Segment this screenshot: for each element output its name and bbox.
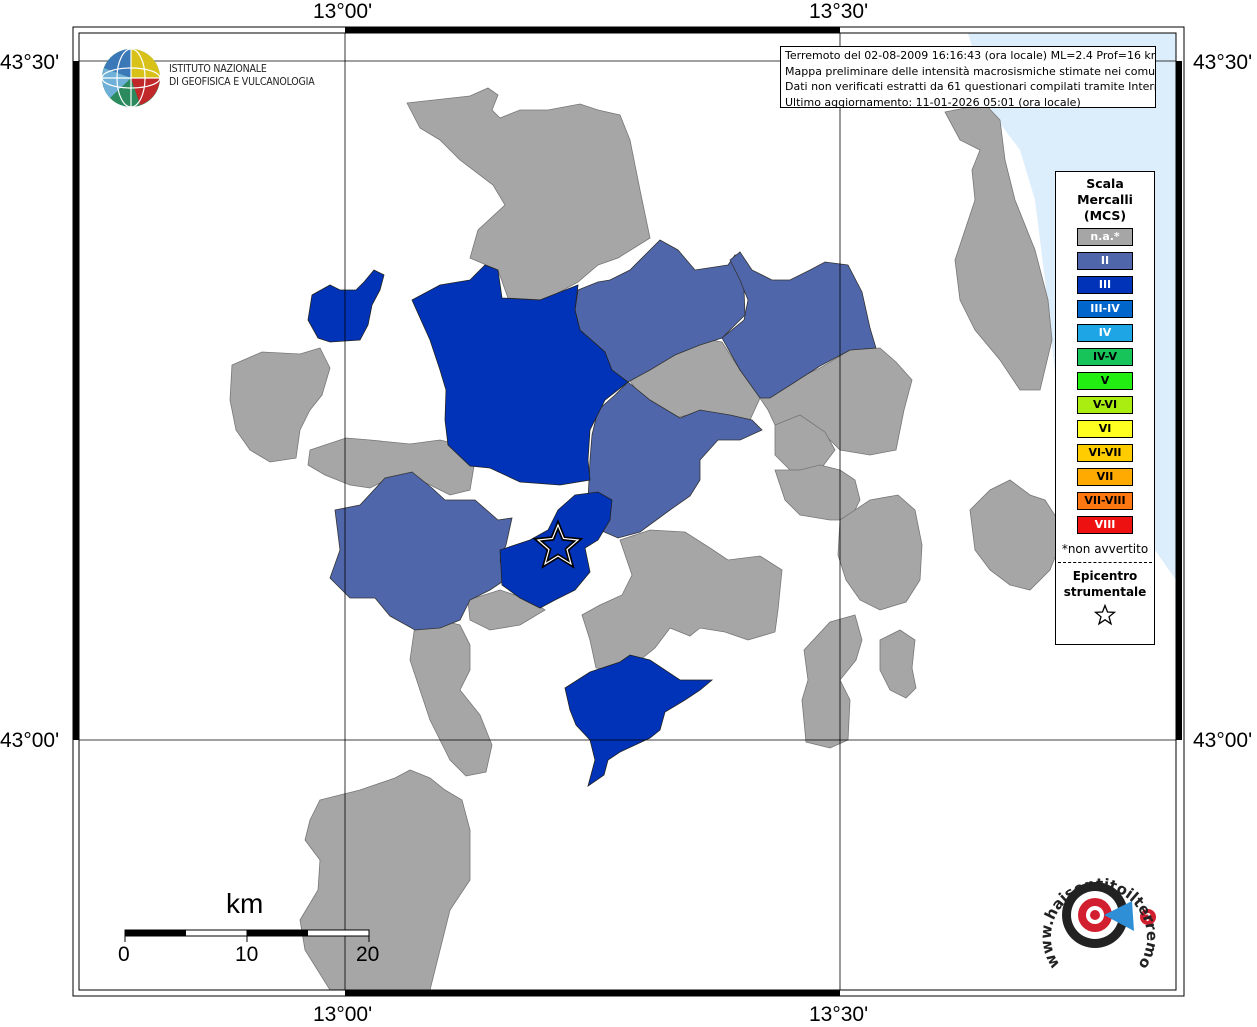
municipality-na — [581, 529, 783, 671]
municipality-na — [969, 479, 1061, 591]
lat-label-right-bottom: 43°00' — [1193, 729, 1253, 752]
legend-item: VI-VII — [1077, 444, 1133, 462]
ingv-logo-line2: DI GEOFISICA E VULCANOLOGIA — [169, 76, 315, 88]
municipality-iii — [411, 264, 629, 486]
svg-text:?: ? — [1145, 911, 1151, 924]
lon-label-top-left: 13°00' — [313, 0, 373, 23]
municipality-na — [879, 629, 917, 699]
legend-star-icon — [1056, 603, 1154, 630]
scale-bar-label-20: 20 — [356, 943, 380, 966]
legend-divider — [1058, 562, 1152, 563]
lat-label-left-top: 43°30' — [0, 51, 60, 74]
municipality-na — [299, 769, 471, 991]
legend-title-line1: Scala — [1086, 176, 1124, 191]
legend-item: V — [1077, 372, 1133, 390]
event-info-line3: Dati non verificati estratti da 61 quest… — [785, 80, 1156, 93]
municipality-na — [229, 347, 331, 463]
scale-bar-label-0: 0 — [118, 943, 130, 966]
legend-note: *non avvertito — [1061, 542, 1149, 556]
municipality-na — [837, 494, 923, 611]
ingv-logo-text: ISTITUTO NAZIONALE DI GEOFISICA E VULCAN… — [169, 63, 315, 89]
municipalities-intensity-III — [307, 264, 714, 787]
legend-item: VIII — [1077, 516, 1133, 534]
legend-item: VII — [1077, 468, 1133, 486]
lat-label-right-top: 43°30' — [1193, 51, 1253, 74]
legend-item: n.a.* — [1077, 228, 1133, 246]
municipality-ii — [721, 251, 877, 399]
ingv-logo-icon — [101, 48, 161, 108]
legend-title: Scala Mercalli (MCS) — [1056, 176, 1154, 224]
municipality-na — [307, 437, 475, 496]
scale-bar-unit: km — [226, 888, 264, 919]
legend-item: VII-VIII — [1077, 492, 1133, 510]
municipality-na — [409, 619, 493, 777]
legend-item: VI — [1077, 420, 1133, 438]
municipality-iii — [307, 269, 385, 343]
municipality-iii — [499, 491, 613, 609]
legend-item: III — [1077, 276, 1133, 294]
municipality-na — [774, 414, 836, 471]
event-info-line1: Terremoto del 02-08-2009 16:16:43 (ora l… — [785, 49, 1156, 62]
ingv-logo-line1: ISTITUTO NAZIONALE — [169, 63, 267, 75]
mcs-legend: Scala Mercalli (MCS) n.a.* II III III-IV IV I… — [1055, 171, 1155, 645]
map-frame — [72, 26, 1185, 997]
event-info-line2: Mappa preliminare delle intensità macros… — [785, 64, 1156, 78]
legend-epicenter-label: Epicentro strumentale — [1056, 568, 1154, 600]
municipality-na — [406, 87, 651, 301]
lon-label-top-right: 13°30' — [809, 0, 869, 23]
event-info-box: Terremoto del 02-08-2009 16:16:43 (ora l… — [780, 46, 1156, 108]
lat-label-left-bottom: 43°00' — [0, 729, 60, 752]
legend-item: III-IV — [1077, 300, 1133, 318]
legend-item: V-VI — [1077, 396, 1133, 414]
legend-title-line2: Mercalli — [1077, 192, 1133, 207]
legend-item: IV-V — [1077, 348, 1133, 366]
legend-title-line3: (MCS) — [1083, 208, 1127, 223]
municipality-iii — [564, 654, 714, 787]
legend-item: II — [1077, 252, 1133, 270]
municipality-na — [801, 614, 863, 749]
legend-epicenter-line2: strumentale — [1063, 585, 1147, 599]
event-info-line4: Ultimo aggiornamento: 11-01-2026 05:01 (… — [785, 95, 1081, 108]
municipality-na — [774, 464, 861, 521]
municipalities-intensity-II — [329, 239, 877, 631]
lon-label-bottom-left: 13°00' — [313, 1003, 373, 1026]
legend-items: n.a.* II III III-IV IV IV-V V V-VI VI VI-VII VII VI… — [1056, 228, 1154, 534]
municipalities-not-felt — [229, 87, 1061, 991]
scale-bar-label-10: 10 — [235, 943, 259, 966]
lon-label-bottom-right: 13°30' — [809, 1003, 869, 1026]
scale-bar — [124, 929, 370, 942]
legend-item: IV — [1077, 324, 1133, 342]
legend-epicenter-line1: Epicentro — [1072, 569, 1138, 583]
municipality-na — [944, 103, 1053, 391]
